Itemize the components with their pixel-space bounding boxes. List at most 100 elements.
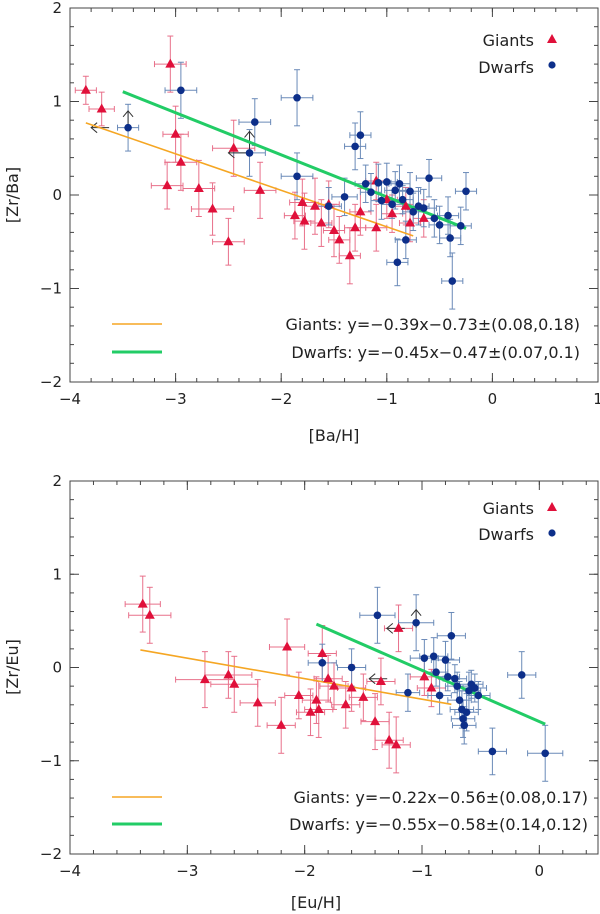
giant-point: [344, 250, 355, 260]
dwarf-point: [409, 208, 418, 216]
x-tick-label: −4: [59, 390, 81, 408]
giant-point: [228, 142, 239, 152]
y-tick-label: −2: [40, 845, 62, 863]
x-tick-label: −2: [294, 862, 316, 880]
dwarf-point: [404, 688, 412, 697]
giant-point: [340, 699, 351, 709]
giant-point: [165, 58, 176, 68]
axis-ticks: −4 −3 −2 −1 0 1 −2 −1 0 1 2: [40, 0, 600, 408]
dwarf-point: [388, 200, 396, 209]
dwarf-point: [124, 123, 132, 132]
giant-point: [334, 234, 345, 244]
dwarf-point: [471, 684, 479, 692]
legend-dwarfs-marker: [548, 529, 556, 537]
giant-point: [358, 691, 369, 701]
dwarf-point: [517, 671, 526, 679]
x-tick-label: −3: [176, 862, 198, 880]
giant-point: [293, 689, 304, 699]
giant-point: [309, 200, 320, 210]
legend-giants-marker: [547, 502, 557, 511]
legend: Giants Dwarfs: [478, 499, 557, 544]
x-axis-label: [Eu/H]: [291, 893, 341, 912]
dwarf-point: [367, 188, 375, 196]
dwarf-point: [444, 673, 452, 681]
dwarf-point: [435, 691, 444, 700]
dwarf-point: [541, 749, 549, 758]
dwarf-point: [177, 86, 185, 95]
fit-legend: Giants: y=−0.39x−0.73±(0.08,0.18) Dwarfs…: [112, 315, 580, 362]
giant-point: [375, 675, 386, 685]
legend-dwarfs-marker: [548, 61, 556, 69]
giant-point: [317, 648, 328, 658]
giant-point: [175, 156, 186, 166]
dwarf-point: [425, 174, 433, 182]
dwarf-point: [455, 696, 464, 704]
giant-point: [316, 217, 327, 227]
fit-line-dwarfs: [122, 90, 467, 230]
y-axis-label: [Zr/Ba]: [3, 167, 22, 223]
giant-point: [193, 182, 204, 192]
dwarf-point: [324, 202, 333, 211]
dwarf-point: [459, 714, 467, 723]
dwarf-point: [245, 149, 254, 157]
y-tick-label: 0: [52, 186, 62, 204]
giant-point: [299, 215, 310, 225]
giant-point: [297, 196, 308, 206]
x-tick-label: −1: [376, 390, 398, 408]
giant-point: [162, 180, 173, 190]
legend-dwarfs-label: Dwarfs: [478, 58, 534, 77]
data-layer: [124, 575, 564, 782]
x-tick-label: 1: [593, 390, 600, 408]
dwarf-point: [383, 178, 391, 186]
fit-line-dwarfs: [315, 622, 546, 726]
giant-point: [80, 84, 91, 94]
dwarf-point: [460, 721, 469, 730]
giant-point: [371, 222, 382, 232]
dwarf-point: [453, 682, 462, 690]
dwarf-point: [398, 195, 407, 204]
giant-point: [419, 671, 430, 681]
giant-point: [305, 706, 316, 716]
giant-point: [323, 673, 334, 683]
dwarf-point: [374, 179, 383, 187]
dwarf-point: [420, 654, 429, 662]
fit-dwarfs-label: Dwarfs: y=−0.55x−0.58±(0.14,0.12): [289, 815, 588, 834]
giant-point: [276, 719, 287, 729]
dwarf-point: [419, 204, 428, 212]
dwarf-point: [441, 656, 450, 664]
giant-point: [329, 225, 339, 235]
x-tick-label: 0: [488, 390, 498, 408]
dwarf-point: [474, 691, 483, 700]
dwarf-point: [456, 222, 465, 230]
x-tick-label: −4: [59, 862, 81, 880]
giant-point: [400, 200, 411, 210]
dwarf-point: [373, 611, 382, 620]
giant-point: [170, 128, 181, 138]
panel-zr-eu: −4 −3 −2 −1 0 −2 −1 0 1 2 [Eu/H] [Zr/Eu] Giants D…: [3, 472, 599, 912]
y-tick-label: −1: [40, 752, 62, 770]
legend-giants-label: Giants: [483, 31, 534, 50]
x-axis-label: [Ba/H]: [309, 426, 360, 445]
data-layer: [74, 35, 478, 310]
giant-point: [144, 609, 155, 619]
fit-giants-label: Giants: y=−0.39x−0.73±(0.08,0.18): [285, 315, 580, 334]
dwarf-point: [462, 187, 470, 196]
limit-arrow: [244, 130, 255, 150]
y-tick-label: 2: [52, 472, 62, 490]
dwarf-point: [446, 234, 454, 242]
limit-arrow-head: [122, 110, 134, 118]
giant-point: [96, 103, 107, 113]
dwarf-point: [447, 631, 456, 640]
giant-point: [393, 622, 404, 632]
dwarf-point: [488, 747, 497, 756]
dwarf-point: [347, 663, 356, 672]
giant-point: [223, 236, 234, 246]
fit-giants-label: Giants: y=−0.22x−0.56±(0.08,0.17): [293, 788, 588, 807]
fit-dwarfs-label: Dwarfs: y=−0.45x−0.47±(0.07,0.1): [291, 343, 580, 362]
x-tick-label: −2: [270, 390, 292, 408]
giant-point: [137, 598, 148, 608]
dwarf-point: [251, 118, 259, 126]
limit-arrow-head: [244, 130, 255, 138]
legend: Giants Dwarfs: [478, 31, 557, 77]
giant-point: [391, 739, 402, 749]
